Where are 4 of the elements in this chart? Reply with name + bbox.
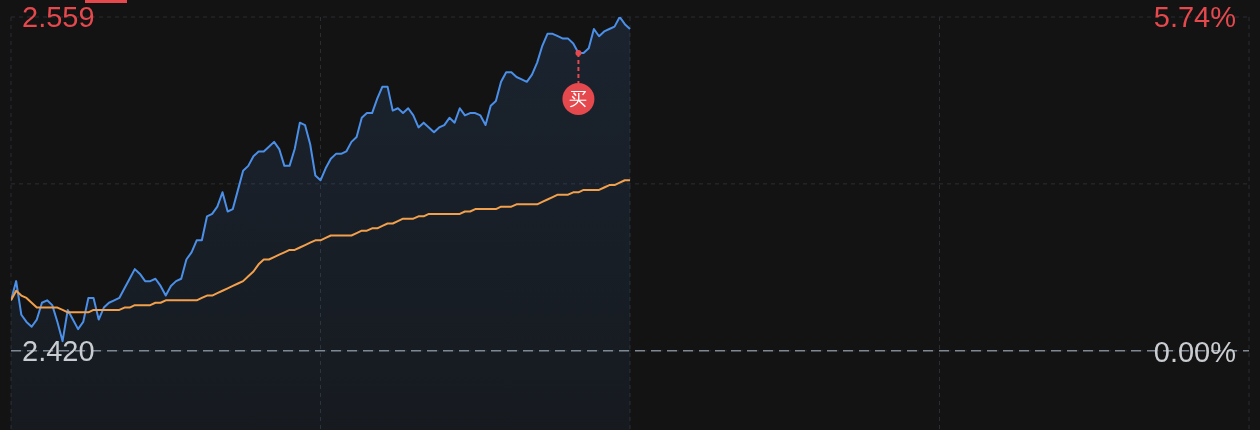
line-series [11,179,631,314]
legend-label: 买 [569,89,588,110]
y2-tick-label: 5.74% [1153,1,1236,34]
y-tick-label: 2.559 [22,1,95,34]
